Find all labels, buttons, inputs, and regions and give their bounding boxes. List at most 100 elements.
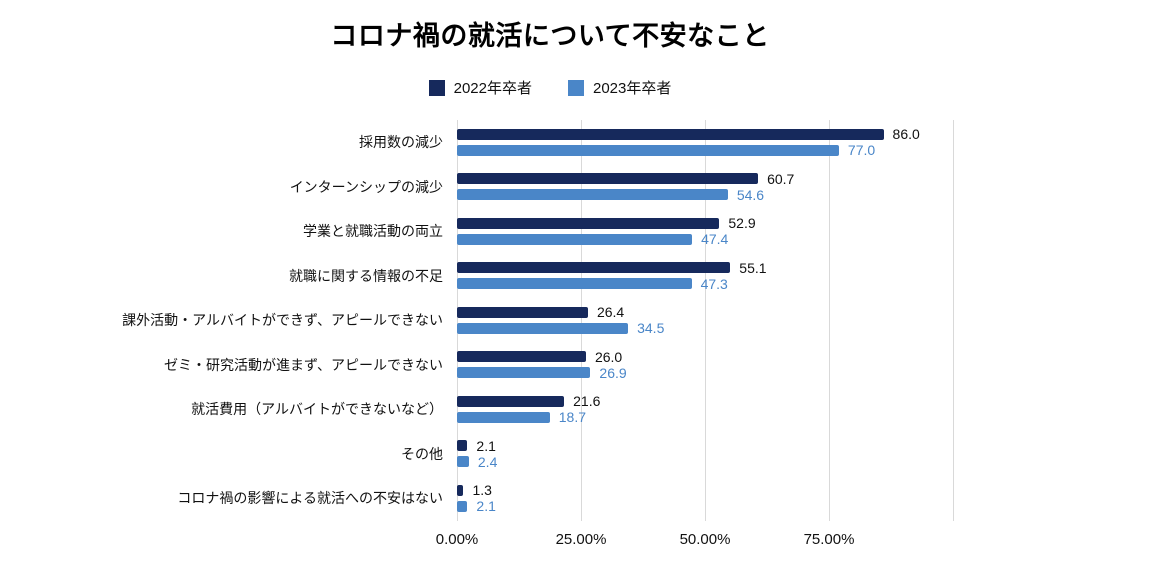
x-axis-tick-label: 75.00% (803, 530, 855, 548)
legend: 2022年卒者 2023年卒者 (20, 77, 1080, 98)
bar-value-series-0: 21.6 (573, 393, 601, 410)
bar-series-0 (457, 173, 759, 185)
bar-series-1 (457, 144, 839, 156)
chart-row: その他 2.1 2.4 (20, 432, 973, 477)
bar-series-0 (457, 351, 586, 363)
bar-value-series-1: 18.7 (558, 409, 586, 426)
legend-swatch-2023 (568, 79, 584, 96)
chart-row: 就職に関する情報の不足 55.1 47.3 (20, 254, 973, 299)
bar-series-1 (457, 322, 629, 334)
bar-line: 2.4 (457, 453, 953, 470)
bar-series-1 (457, 278, 692, 290)
gridline (829, 120, 830, 521)
grid-layer (457, 120, 954, 521)
legend-item-2023: 2023年卒者 (568, 77, 671, 98)
bar-value-series-1: 26.9 (599, 364, 627, 381)
chart-row: 学業と就職活動の両立 52.9 47.4 (20, 209, 973, 254)
bar-line: 86.0 (457, 126, 953, 143)
bar-series-0 (457, 128, 884, 140)
category-label: コロナ禍の影響による就活への不安はない (177, 490, 443, 507)
gridline (705, 120, 706, 521)
category-label: 課外活動・アルバイトができず、アピールできない (122, 312, 443, 329)
bar-line: 52.9 (457, 215, 953, 232)
bar-value-series-1: 2.1 (476, 498, 496, 515)
bar-line: 18.7 (457, 409, 953, 426)
category-label: インターンシップの減少 (289, 178, 443, 195)
category-label: 就活費用（アルバイトができないなど） (191, 401, 443, 418)
bar-series-0 (457, 306, 588, 318)
bar-value-series-0: 26.0 (594, 348, 623, 365)
gridline (953, 120, 954, 521)
gridline (457, 120, 458, 521)
chart-row: 課外活動・アルバイトができず、アピールできない 26.4 34.5 (20, 298, 973, 343)
bar-series-1 (457, 189, 728, 201)
bar-series-0 (457, 217, 720, 229)
chart-row: インターンシップの減少 60.7 54.6 (20, 165, 973, 210)
bar-group: 60.7 54.6 (457, 170, 953, 203)
bar-value-series-0: 26.4 (596, 304, 625, 321)
bar-line: 26.0 (457, 348, 953, 365)
bar-value-series-1: 77.0 (847, 142, 876, 159)
bar-series-1 (457, 233, 693, 245)
chart-row: 採用数の減少 86.0 77.0 (20, 120, 973, 165)
bar-line: 2.1 (457, 498, 953, 515)
bar-group: 26.4 34.5 (457, 304, 953, 337)
bar-line: 47.4 (457, 231, 953, 248)
category-label: ゼミ・研究活動が進まず、アピールできない (163, 356, 443, 373)
bar-line: 60.7 (457, 170, 953, 187)
bar-value-series-0: 1.3 (472, 482, 492, 499)
bar-chart: 採用数の減少 86.0 77.0 インターンシップの減少 60.7 54.6 学業と就職活動… (20, 120, 973, 563)
bar-value-series-0: 2.1 (476, 437, 496, 454)
bar-group: 55.1 47.3 (457, 259, 953, 292)
legend-label-2022: 2022年卒者 (453, 80, 532, 97)
bar-series-0 (457, 484, 464, 496)
bar-value-series-1: 34.5 (637, 320, 665, 337)
category-label: 就職に関する情報の不足 (289, 267, 443, 284)
bar-group: 86.0 77.0 (457, 126, 953, 159)
bar-line: 34.5 (457, 320, 953, 337)
bar-line: 54.6 (457, 186, 953, 203)
bar-line: 77.0 (457, 142, 953, 159)
category-label: 採用数の減少 (359, 134, 443, 151)
bar-line: 55.1 (457, 259, 953, 276)
legend-label-2023: 2023年卒者 (593, 80, 672, 97)
bar-value-series-0: 60.7 (767, 170, 795, 187)
x-axis: 0.00% 25.00% 50.00% 75.00% (436, 530, 953, 563)
chart-title: コロナ禍の就活について不安なこと (330, 21, 770, 51)
chart-rows: 採用数の減少 86.0 77.0 インターンシップの減少 60.7 54.6 学業と就職活動… (20, 120, 973, 521)
bar-group: 52.9 47.4 (457, 215, 953, 248)
bar-value-series-1: 47.3 (700, 275, 728, 292)
bar-series-1 (457, 411, 550, 423)
bar-group: 26.0 26.9 (457, 348, 953, 381)
gridline (581, 120, 582, 521)
bar-value-series-0: 55.1 (739, 259, 767, 276)
bar-series-0 (457, 440, 468, 452)
bar-line: 26.4 (457, 304, 953, 321)
bar-line: 47.3 (457, 275, 953, 292)
legend-swatch-2022 (428, 79, 445, 96)
x-axis-tick-label: 50.00% (679, 530, 731, 548)
bar-group: 2.1 2.4 (457, 437, 953, 470)
bar-group: 21.6 18.7 (457, 393, 953, 426)
category-label: その他 (401, 445, 443, 462)
bar-series-0 (457, 262, 731, 274)
bar-value-series-0: 86.0 (892, 126, 920, 143)
bar-value-series-1: 47.4 (701, 231, 729, 248)
x-axis-tick-label: 0.00% (435, 530, 479, 548)
chart-row: 就活費用（アルバイトができないなど） 21.6 18.7 (20, 387, 973, 432)
bar-line: 1.3 (457, 482, 953, 499)
bar-line: 21.6 (457, 393, 953, 410)
bar-value-series-1: 2.4 (477, 453, 498, 470)
bar-value-series-0: 52.9 (728, 215, 756, 232)
chart-row: コロナ禍の影響による就活への不安はない 1.3 2.1 (20, 476, 973, 521)
chart-container: コロナ禍の就活について不安なこと 2022年卒者 2023年卒者 採用数の減少 8… (20, 0, 1080, 563)
bar-group: 1.3 2.1 (457, 482, 953, 515)
bar-series-1 (457, 456, 469, 468)
chart-row: ゼミ・研究活動が進まず、アピールできない 26.0 26.9 (20, 343, 973, 388)
bar-series-0 (457, 395, 565, 407)
bar-value-series-1: 54.6 (736, 186, 765, 203)
bar-line: 2.1 (457, 437, 953, 454)
legend-item-2022: 2022年卒者 (428, 77, 532, 98)
bar-line: 26.9 (457, 364, 953, 381)
